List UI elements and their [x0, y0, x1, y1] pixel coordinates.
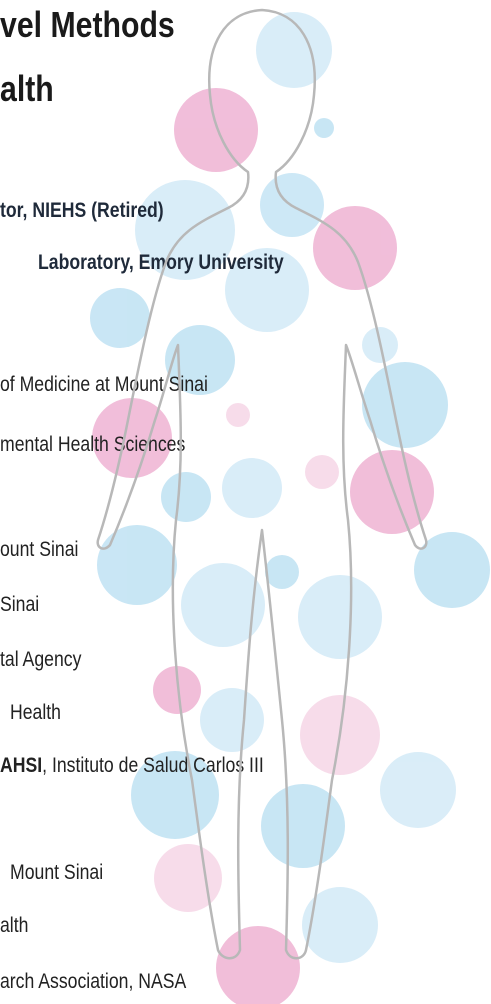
person-line: tor, NIEHS (Retired): [0, 199, 164, 223]
person-line: Laboratory, Emory University: [38, 251, 284, 275]
text-line: arch Association, NASA: [0, 970, 186, 994]
text-line: AHSI, Instituto de Salud Carlos III: [0, 754, 264, 778]
page: {"title": {"lines": ["vel Methods", "alt…: [0, 0, 491, 1004]
bold-label: AHSI: [0, 754, 42, 777]
bubble-background: [0, 0, 491, 1004]
text-line: of Medicine at Mount Sinai: [0, 373, 208, 397]
text-line: Mount Sinai: [10, 861, 103, 885]
title-line: vel Methods: [0, 4, 175, 46]
text-line: mental Health Sciences: [0, 433, 185, 457]
text-span: , Instituto de Salud Carlos III: [42, 754, 264, 777]
text-line: ount Sinai: [0, 538, 78, 562]
title-line: alth: [0, 68, 54, 110]
text-line: tal Agency: [0, 648, 81, 672]
text-line: Health: [10, 701, 61, 725]
text-line: alth: [0, 914, 28, 938]
text-line: Sinai: [0, 593, 39, 617]
